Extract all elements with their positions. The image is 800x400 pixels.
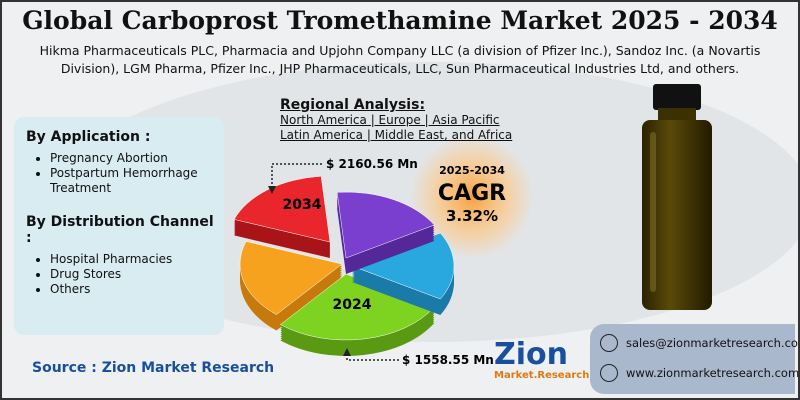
regional-line: North America | Europe | Asia Pacific [280, 113, 500, 127]
cagr-value: 3.32% [446, 207, 498, 225]
source: Source : Zion Market Research [32, 360, 275, 376]
list: Pregnancy Abortion Postpartum Hemorrhage… [36, 151, 224, 196]
pie-graphic: 2034 2024 [233, 175, 455, 356]
pie-slice [351, 232, 455, 300]
regional-line: Latin America | Middle East, and Africa [280, 128, 513, 142]
leader-line [271, 163, 322, 192]
segment-panel: By Application : Pregnancy Abortion Post… [14, 117, 224, 335]
cagr-label: CAGR [438, 181, 506, 206]
email-icon [600, 334, 618, 352]
list-item: Hospital Pharmacies [50, 252, 224, 267]
value-2024: $ 1558.55 Mn [402, 353, 494, 367]
list-item: Postpartum Hemorrhage Treatment [50, 166, 210, 196]
cagr-glow [410, 135, 534, 259]
pie-slice [233, 175, 331, 243]
website[interactable]: www.zionmarketresearch.com [626, 366, 800, 380]
pie-label: 2024 [333, 297, 372, 313]
list: Hospital Pharmacies Drug Stores Others [36, 252, 224, 297]
pie-label: 2034 [283, 197, 322, 213]
regional-heading: Regional Analysis: [280, 97, 426, 113]
value-2034: $ 2160.56 Mn [326, 157, 418, 171]
logo-tagline: Market.Research [494, 370, 589, 381]
contact-box: sales@zionmarketresearch.com www.zionmar… [590, 324, 798, 394]
logo-name: Zion [494, 337, 568, 372]
arrow [343, 348, 351, 356]
regional-analysis: Regional Analysis: North America | Europ… [280, 97, 512, 143]
cagr-period: 2025-2034 [439, 164, 505, 177]
list-item: Pregnancy Abortion [50, 151, 224, 166]
subtitle: Hikma Pharmaceuticals PLC, Pharmacia and… [39, 43, 761, 76]
pie-slice [239, 241, 343, 315]
section-heading: By Distribution Channel : [26, 214, 214, 246]
section-heading: By Application : [26, 129, 151, 145]
vial-neck [658, 108, 696, 122]
vial-cap [653, 84, 701, 110]
contact-row: www.zionmarketresearch.com [600, 364, 800, 382]
pie-slice [336, 191, 435, 259]
list-item: Others [50, 282, 224, 297]
vial-body [642, 120, 712, 310]
vial-shine [650, 132, 656, 292]
title: Global Carboprost Tromethamine Market 20… [22, 6, 778, 35]
list-item: Drug Stores [50, 267, 224, 282]
contact-row: sales@zionmarketresearch.com [600, 334, 800, 352]
pie-slice [279, 273, 435, 341]
email[interactable]: sales@zionmarketresearch.com [626, 336, 800, 350]
web-icon [600, 364, 618, 382]
arrow [268, 186, 276, 194]
